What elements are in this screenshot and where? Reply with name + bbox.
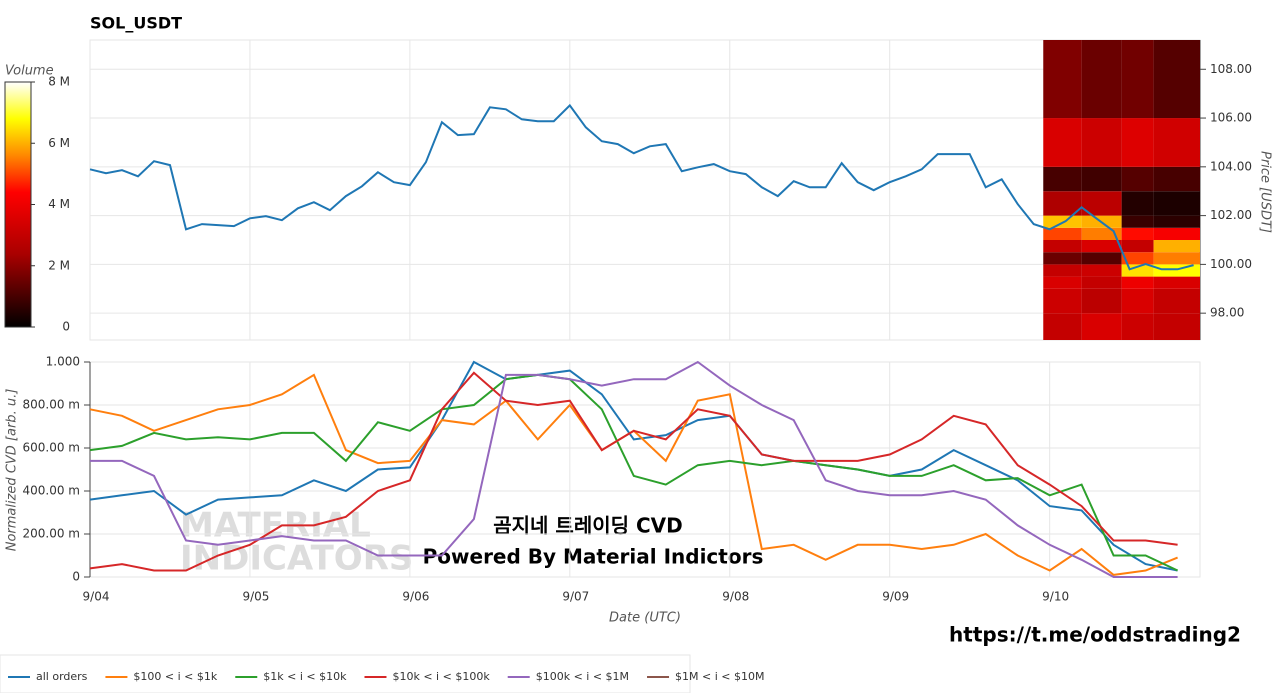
y-tick-label: 0 xyxy=(72,570,80,584)
colorbar-tick-label: 8 M xyxy=(48,75,70,89)
heatmap-cell xyxy=(1043,264,1082,277)
heatmap-cell xyxy=(1153,276,1200,289)
legend-label: $10k < i < $100k xyxy=(392,670,490,683)
heatmap-cell xyxy=(1081,288,1122,314)
legend-label: $100 < i < $1k xyxy=(133,670,217,683)
heatmap-cell xyxy=(1081,118,1122,167)
heatmap-cell xyxy=(1153,227,1200,240)
heatmap-cell xyxy=(1081,240,1122,253)
price-plot xyxy=(89,39,1201,341)
heatmap-cell xyxy=(1043,40,1082,119)
heatmap-cell xyxy=(1121,288,1154,314)
x-tick-label: 9/09 xyxy=(882,590,909,604)
series-line xyxy=(89,371,1178,572)
heatmap-cell xyxy=(1081,264,1122,277)
heatmap-cell xyxy=(1153,215,1200,228)
heatmap-cell xyxy=(1153,191,1200,216)
heatmap-cell xyxy=(1043,276,1082,289)
legend-label: $1k < i < $10k xyxy=(263,670,347,683)
heatmap-cell xyxy=(1121,240,1154,253)
y-tick-label: 1.000 xyxy=(46,355,80,369)
y-tick-label: 106.00 xyxy=(1210,111,1252,125)
chart-title: SOL_USDT xyxy=(90,14,182,33)
x-tick-label: 9/05 xyxy=(242,590,269,604)
y-tick-label: 100.00 xyxy=(1210,257,1252,271)
y-tick-label: 98.00 xyxy=(1210,306,1244,320)
y-tick-label: 200.00 m xyxy=(23,527,81,541)
heatmap-cell xyxy=(1043,227,1082,240)
colorbar-tick-label: 6 M xyxy=(48,136,70,150)
colorbar-label: Volume xyxy=(5,64,54,79)
heatmap-cell xyxy=(1153,252,1200,265)
heatmap-cell xyxy=(1081,313,1122,340)
heatmap-cell xyxy=(1121,276,1154,289)
colorbar-tick-label: 4 M xyxy=(48,197,70,211)
legend-box xyxy=(0,654,691,693)
colorbar-tick-label: 2 M xyxy=(48,258,70,272)
y-tick-label: 400.00 m xyxy=(23,484,81,498)
watermark: MATERIAL xyxy=(180,506,371,546)
marks: 9/04 9/05 9/06 9/07 9/08 9/09 9/10 98.00 100.00 1… xyxy=(4,40,1252,683)
y-axis-label: Price [USDT] xyxy=(1258,151,1273,233)
y-tick-label: 108.00 xyxy=(1210,62,1252,76)
x-tick-label: 9/06 xyxy=(402,590,429,604)
legend-label: $100k < i < $1M xyxy=(536,670,629,683)
heatmap-cell xyxy=(1121,215,1154,228)
series-line xyxy=(89,103,1194,271)
series-line xyxy=(89,360,1178,572)
heatmap-cell xyxy=(1153,40,1200,119)
heatmap-cell xyxy=(1121,118,1154,167)
x-axis-label: Date (UTC) xyxy=(609,611,681,626)
heatmap-cell xyxy=(1043,252,1082,265)
heatmap-cell xyxy=(1081,40,1122,119)
heatmap-cell xyxy=(1153,118,1200,167)
heatmap-cell xyxy=(1043,240,1082,253)
heatmap-cell xyxy=(1081,252,1122,265)
x-tick-label: 9/08 xyxy=(722,590,749,604)
series-line xyxy=(90,360,1178,578)
heatmap-cell xyxy=(1043,118,1082,167)
heatmap-cell xyxy=(1153,313,1200,340)
y-axis-label: Normalized CVD [arb. u.] xyxy=(5,389,20,552)
y-tick-label: 800.00 m xyxy=(23,398,81,412)
heatmap-cell xyxy=(1153,240,1200,253)
colorbar xyxy=(4,81,32,328)
y-tick-label: 102.00 xyxy=(1210,208,1252,222)
heatmap-cell xyxy=(1153,288,1200,314)
heatmap-cell xyxy=(1121,313,1154,340)
x-tick-label: 9/07 xyxy=(562,590,589,604)
legend-label: all orders xyxy=(36,670,88,683)
x-tick-label: 9/10 xyxy=(1042,590,1069,604)
cvd-plot xyxy=(89,361,1201,578)
heatmap-cell xyxy=(1081,166,1122,192)
series-line xyxy=(89,373,1179,572)
y-tick-label: 104.00 xyxy=(1210,159,1252,173)
legend-label: $1M < i < $10M xyxy=(675,670,764,683)
heatmap-cell xyxy=(1121,166,1154,192)
y-tick-label: 600.00 m xyxy=(23,441,81,455)
annotation: https://t.me/oddstrading2 xyxy=(949,623,1241,647)
heatmap-cell xyxy=(1121,191,1154,216)
heatmap-cell xyxy=(1043,313,1082,340)
heatmap-cell xyxy=(1121,40,1154,119)
colorbar-tick-label: 0 xyxy=(62,320,70,334)
heatmap-cell xyxy=(1121,227,1154,240)
annotation: Powered By Material Indictors xyxy=(423,545,764,569)
heatmap-cell xyxy=(1081,276,1122,289)
heatmap-cell xyxy=(1043,166,1082,192)
x-tick-label: 9/04 xyxy=(83,590,110,604)
heatmap-cell xyxy=(1121,252,1154,265)
heatmap-cell xyxy=(1153,166,1200,192)
heatmap-cell xyxy=(1043,288,1082,314)
